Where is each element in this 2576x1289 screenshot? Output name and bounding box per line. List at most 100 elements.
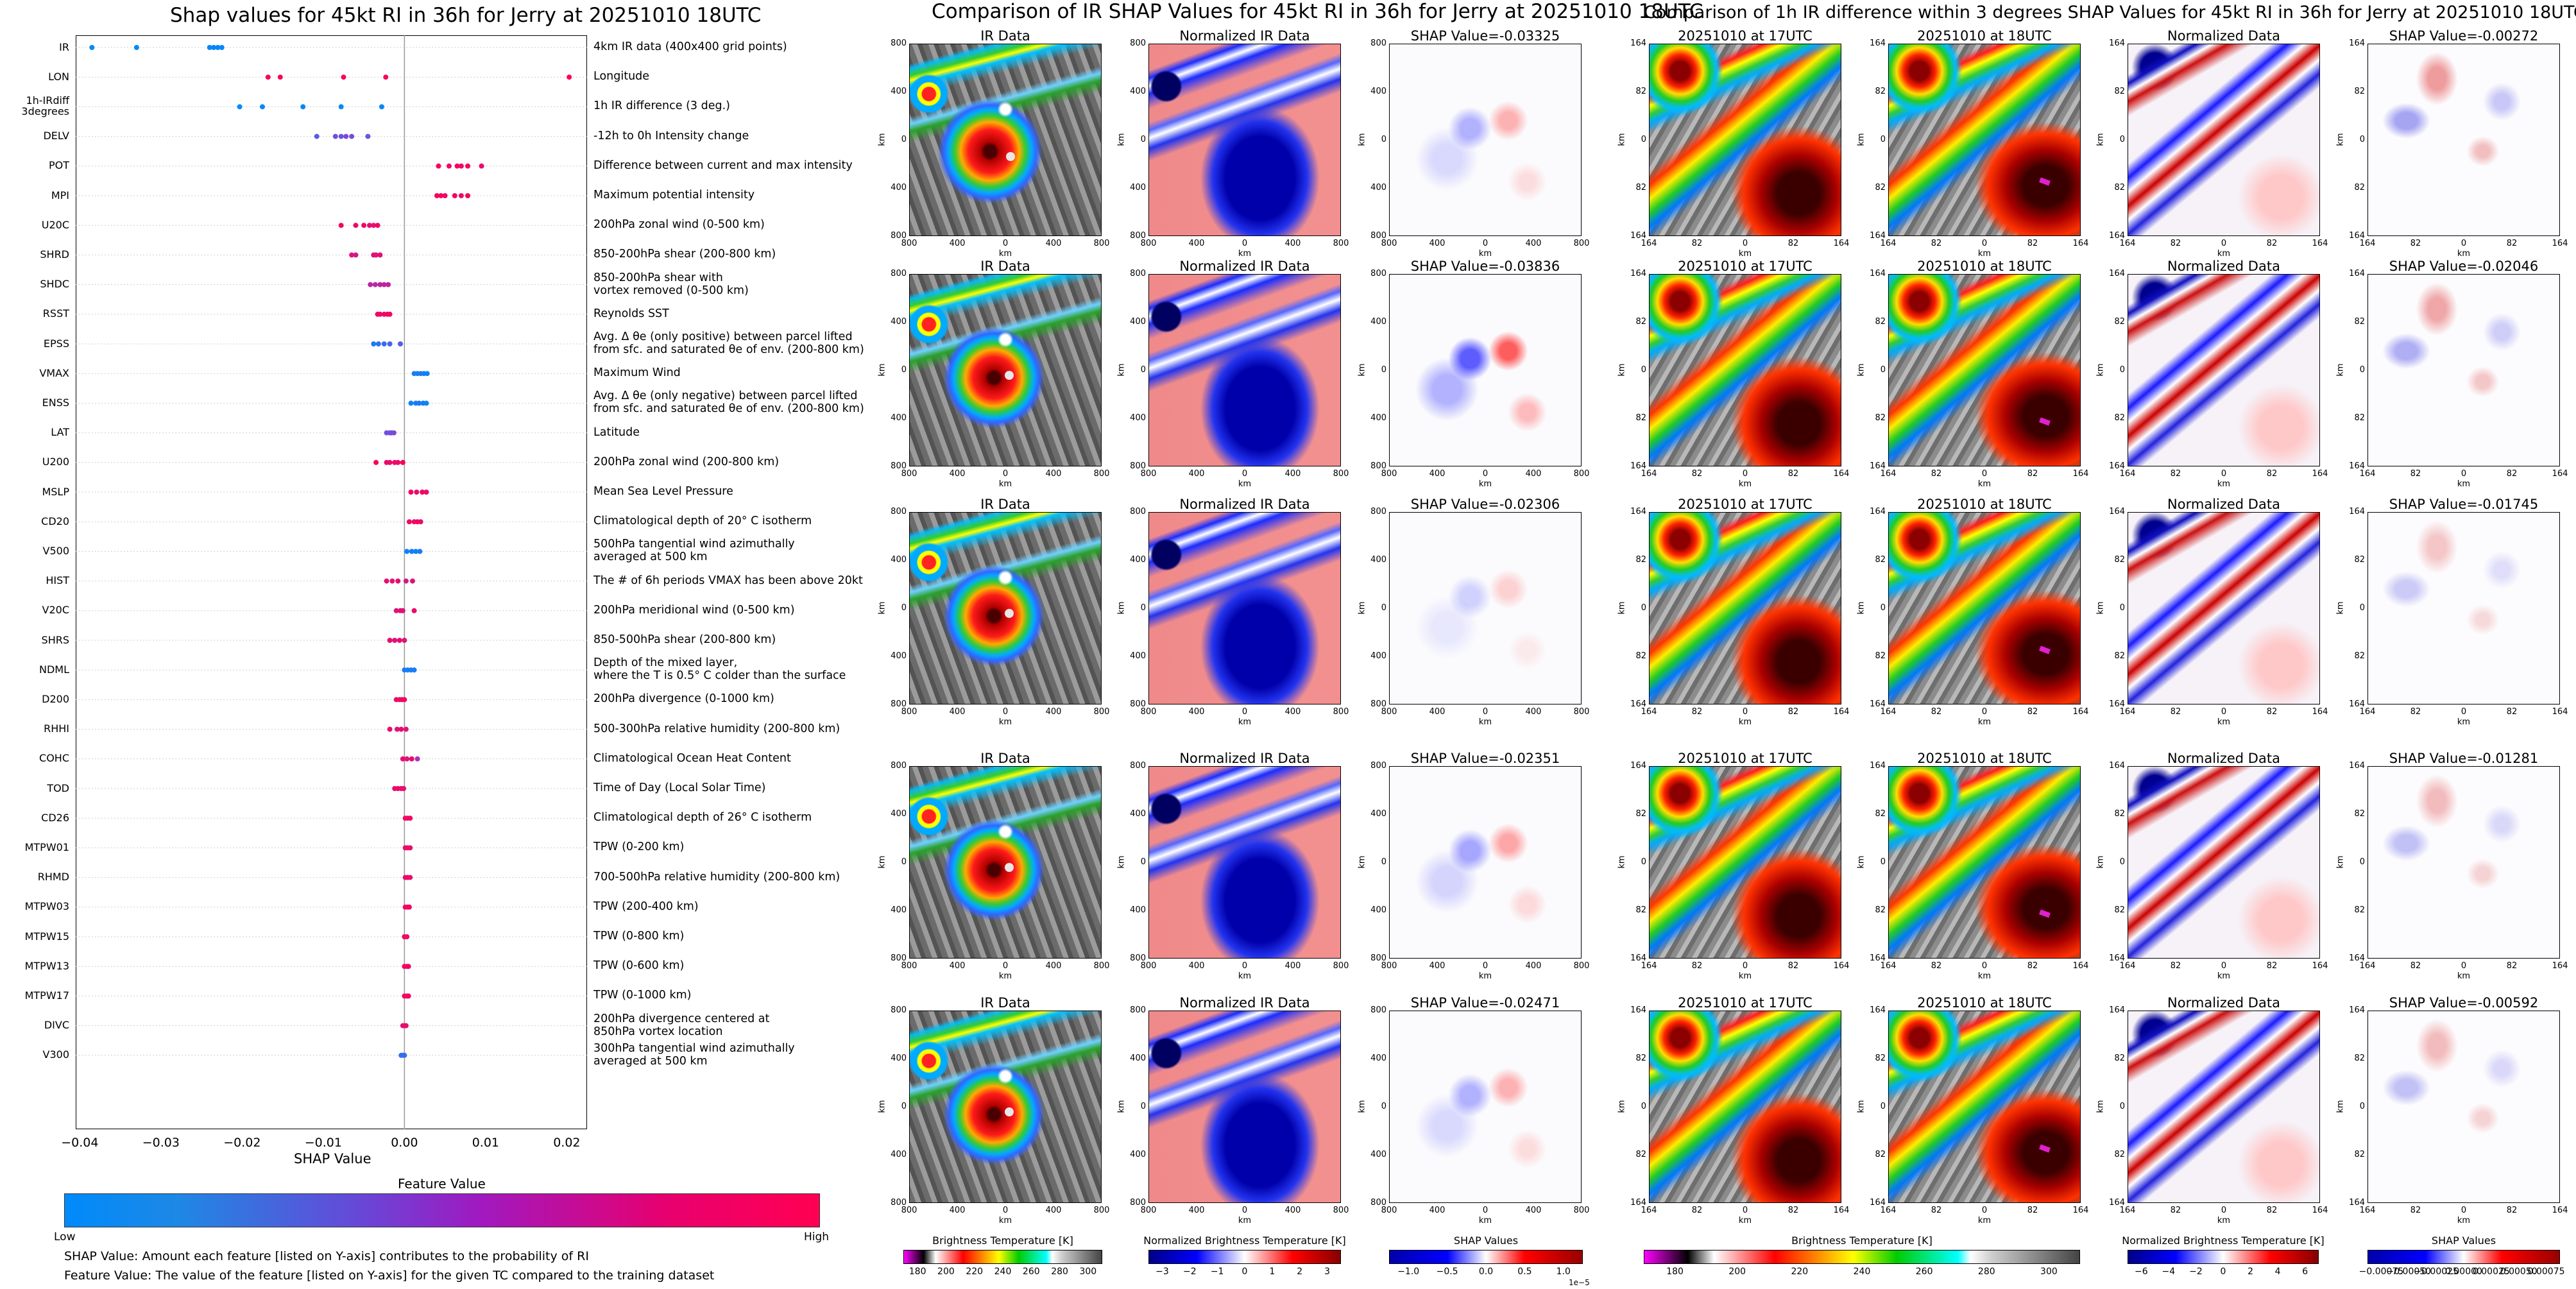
shap-point <box>403 1023 409 1029</box>
panel-y-tick: 82 <box>1635 809 1646 819</box>
panel-y-tick: 0 <box>1880 857 1886 867</box>
panel-x-tick: 400 <box>1284 1206 1301 1215</box>
panel-x-tick: 0 <box>1981 707 1988 717</box>
feature-description: 300hPa tangential wind azimuthally averag… <box>593 1041 795 1068</box>
panel-y-tick: 164 <box>1630 231 1646 241</box>
panel-title: IR Data <box>980 751 1030 766</box>
panel-y-tick: 800 <box>891 953 907 963</box>
panel-y-tick: 800 <box>1370 461 1386 471</box>
panel-x-tick: 164 <box>1833 239 1850 248</box>
panel-x-tick: 400 <box>1188 1206 1205 1215</box>
shap-point <box>341 74 346 80</box>
panel-x-label: km <box>1238 1216 1252 1225</box>
feature-description: 850-200hPa shear (200-800 km) <box>593 248 776 261</box>
panel-x-tick: 400 <box>1188 961 1205 971</box>
panel-x-label: km <box>1738 479 1752 489</box>
panel-y-tick: 164 <box>2109 231 2125 241</box>
feature-description: Mean Sea Level Pressure <box>593 485 733 498</box>
panel-y-tick: 164 <box>2349 461 2365 471</box>
shap-point <box>458 163 464 169</box>
panel-x-tick: 400 <box>1525 961 1542 971</box>
panel-y-tick: 164 <box>1870 461 1886 471</box>
panel-x-tick: 164 <box>2072 1206 2089 1215</box>
panel-x-tick: 0 <box>1002 239 1009 248</box>
panel-y-tick: 164 <box>1870 507 1886 516</box>
panel-x-tick: 400 <box>1045 239 1062 248</box>
panel-x-tick: 800 <box>1093 469 1110 479</box>
panel-title: Normalized Data <box>2167 28 2280 44</box>
diff-shap-colorbar-tick: 0.00000 <box>2445 1267 2482 1277</box>
panel-y-tick: 164 <box>2349 507 2365 516</box>
panel-x-tick: 400 <box>1429 469 1446 479</box>
image-panel <box>1148 274 1341 466</box>
panel-y-tick: 0 <box>1641 603 1646 613</box>
panel-y-tick: 82 <box>1875 87 1886 96</box>
panel-y-tick: 400 <box>1130 809 1146 819</box>
panel-title: Normalized Data <box>2167 995 2280 1011</box>
panel-x-tick: 800 <box>1140 961 1157 971</box>
ir-shap-colorbar-tick: −0.5 <box>1436 1267 1458 1277</box>
diff-bt-colorbar-tick: 260 <box>1915 1267 1933 1277</box>
panel-x-tick: 164 <box>2312 707 2328 717</box>
panel-y-tick: 800 <box>891 761 907 771</box>
panel-x-tick: 800 <box>1140 239 1157 248</box>
image-panel <box>1148 512 1341 704</box>
panel-x-tick: 82 <box>1691 239 1703 248</box>
feature-name: MTPW01 <box>24 841 69 853</box>
panel-x-tick: 82 <box>2027 469 2038 479</box>
shap-point <box>404 756 410 762</box>
panel-x-tick: 82 <box>2506 1206 2518 1215</box>
panel-x-tick: 82 <box>2266 961 2278 971</box>
panel-y-tick: 800 <box>1370 38 1386 48</box>
shap-point <box>458 193 464 198</box>
panel-x-label: km <box>1478 1216 1492 1225</box>
panel-x-tick: 400 <box>1525 707 1542 717</box>
feature-description: TPW (200-400 km) <box>593 900 699 913</box>
panel-y-label: km <box>2335 601 2346 615</box>
shap-point <box>391 430 397 436</box>
image-panel <box>909 44 1102 236</box>
panel-y-tick: 800 <box>1370 1005 1386 1015</box>
shap-point <box>418 519 423 525</box>
panel-y-tick: 82 <box>1635 183 1646 192</box>
shap-point <box>404 934 410 939</box>
shap-point <box>207 45 212 50</box>
shap-point <box>211 45 217 50</box>
panel-y-label: km <box>1617 363 1627 377</box>
panel-x-tick: 0 <box>1981 469 1988 479</box>
panel-title: SHAP Value=-0.03325 <box>1410 28 1560 44</box>
diff-bt-colorbar-tick: 200 <box>1728 1267 1746 1277</box>
panel-x-label: km <box>2217 717 2231 727</box>
panel-y-label: km <box>1116 133 1127 146</box>
feature-description: Maximum potential intensity <box>593 189 755 201</box>
panel-x-tick: 0 <box>1742 1206 1748 1215</box>
panel-x-tick: 82 <box>1787 1206 1799 1215</box>
shap-point <box>237 104 243 110</box>
shap-point <box>436 163 441 169</box>
image-panel <box>1888 512 2081 704</box>
panel-x-tick: 82 <box>2506 707 2518 717</box>
panel-x-label: km <box>998 479 1012 489</box>
panel-x-tick: 82 <box>1787 469 1799 479</box>
panel-y-tick: 400 <box>891 1150 907 1159</box>
panel-y-label: km <box>1357 133 1367 146</box>
panel-x-tick: 164 <box>1880 239 1897 248</box>
panel-title: SHAP Value=-0.02306 <box>1410 497 1560 512</box>
panel-y-tick: 0 <box>1880 135 1886 144</box>
shap-point <box>402 638 407 643</box>
panel-x-tick: 82 <box>1787 961 1799 971</box>
panel-y-tick: 0 <box>2359 603 2365 613</box>
panel-x-tick: 400 <box>1429 961 1446 971</box>
panel-x-tick: 82 <box>2027 707 2038 717</box>
panel-y-tick: 400 <box>891 183 907 192</box>
panel-y-tick: 0 <box>1641 1102 1646 1111</box>
panel-y-tick: 82 <box>1875 651 1886 661</box>
shap-point <box>395 578 401 584</box>
left-chart-title: Shap values for 45kt RI in 36h for Jerry… <box>170 4 762 27</box>
panel-x-tick: 800 <box>1381 961 1397 971</box>
image-panel <box>1148 44 1341 236</box>
panel-x-tick: 82 <box>2266 1206 2278 1215</box>
panel-y-label: km <box>1856 133 1866 146</box>
panel-y-tick: 0 <box>1140 135 1146 144</box>
panel-x-tick: 400 <box>1284 707 1301 717</box>
